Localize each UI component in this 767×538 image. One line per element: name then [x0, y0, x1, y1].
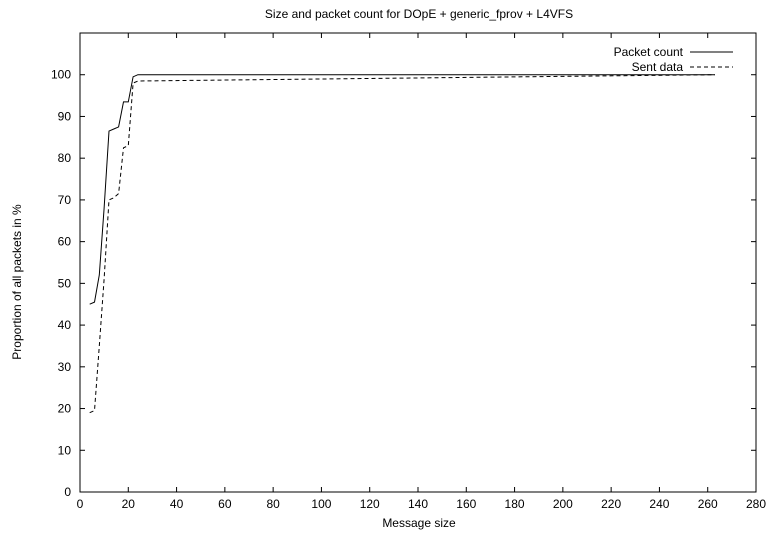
series-line-2	[89, 74, 716, 414]
y-tick-label: 60	[58, 235, 72, 249]
x-tick-label: 120	[360, 497, 380, 511]
x-tick-label: 0	[77, 497, 84, 511]
x-tick-label: 100	[311, 497, 331, 511]
x-tick-label: 240	[649, 497, 669, 511]
x-tick-label: 60	[218, 497, 232, 511]
x-tick-label: 20	[122, 497, 136, 511]
y-tick-label: 20	[58, 402, 72, 416]
legend-label: Packet count	[614, 45, 684, 59]
x-tick-label: 260	[698, 497, 718, 511]
y-tick-label: 100	[51, 68, 71, 82]
x-tick-label: 160	[456, 497, 476, 511]
x-tick-label: 280	[746, 497, 766, 511]
legend-label: Sent data	[632, 60, 684, 74]
y-axis-label: Proportion of all packets in %	[10, 204, 24, 360]
y-tick-label: 40	[58, 318, 72, 332]
x-tick-label: 140	[408, 497, 428, 511]
x-axis-label: Message size	[382, 516, 456, 530]
y-tick-label: 90	[58, 109, 72, 123]
plot-border	[79, 32, 757, 493]
y-tick-label: 0	[64, 485, 71, 499]
plot-frame	[79, 32, 757, 493]
x-tick-label: 40	[170, 497, 184, 511]
y-tick-label: 70	[58, 193, 72, 207]
x-tick-label: 180	[505, 497, 525, 511]
chart-title: Size and packet count for DOpE + generic…	[265, 7, 573, 21]
y-tick-label: 50	[58, 276, 72, 290]
x-tick-label: 220	[601, 497, 621, 511]
y-tick-label: 30	[58, 360, 72, 374]
x-axis: 0 20 40 60 80 100 120 140 160 180 200 220 240 260 280	[77, 33, 766, 511]
x-tick-label: 200	[553, 497, 573, 511]
y-tick-label: 80	[58, 151, 72, 165]
series-layer	[89, 74, 716, 414]
x-tick-label: 80	[266, 497, 280, 511]
y-axis: 0 10 20 30 40 50 60 70 80 90 100	[51, 68, 756, 499]
series-line-1	[89, 74, 715, 305]
y-tick-label: 10	[58, 443, 72, 457]
